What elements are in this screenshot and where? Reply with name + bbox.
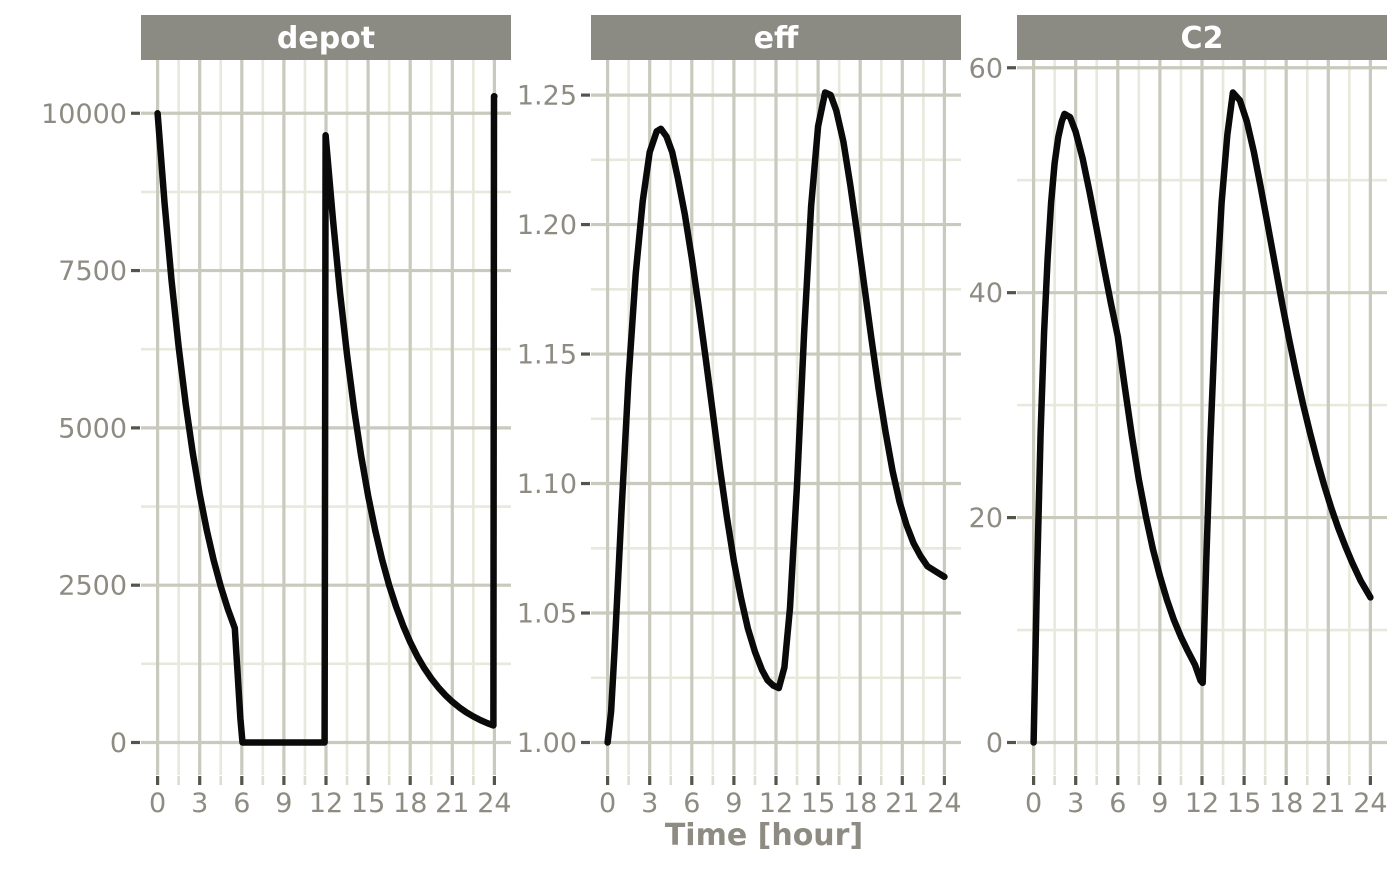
x-tick-label: 12 (309, 788, 343, 819)
x-tick-label: 6 (1109, 788, 1126, 819)
x-tick-label: 24 (927, 788, 961, 819)
facet-strips-layer: depot eff C2 (141, 15, 1387, 60)
x-tick-label: 0 (599, 788, 616, 819)
series-line-depot (154, 93, 498, 746)
x-tick-label: 0 (1025, 788, 1042, 819)
y-tick-label: 1.20 (517, 210, 577, 241)
x-tick-label: 6 (233, 788, 250, 819)
y-tick-label: 1.15 (517, 340, 577, 371)
x-tick-label: 9 (1151, 788, 1168, 819)
x-tick-label: 24 (1353, 788, 1387, 819)
series-line-eff (604, 89, 948, 746)
y-tick-label: 1.00 (517, 728, 577, 759)
series-line-C2 (1030, 89, 1374, 746)
x-tick-label: 21 (1311, 788, 1345, 819)
facet-strip (591, 15, 961, 60)
y-tick-label: 40 (969, 278, 1003, 309)
x-axis-title: Time [hour] (665, 818, 863, 853)
x-tick-label: 9 (275, 788, 292, 819)
x-tick-label: 24 (477, 788, 511, 819)
x-tick-label: 9 (725, 788, 742, 819)
x-tick-label: 18 (393, 788, 427, 819)
x-tick-label: 12 (1185, 788, 1219, 819)
x-tick-label: 3 (641, 788, 658, 819)
y-tick-label: 20 (969, 503, 1003, 534)
y-tick-label: 0 (986, 728, 1003, 759)
x-tick-label: 18 (843, 788, 877, 819)
y-tick-label: 1.25 (517, 81, 577, 112)
x-tick-label: 6 (683, 788, 700, 819)
facet-strip-label: C2 (1181, 21, 1224, 56)
y-tick-label: 7500 (58, 256, 127, 287)
y-tick-label: 1.05 (517, 599, 577, 630)
x-tick-label: 21 (435, 788, 469, 819)
y-tick-label: 1.10 (517, 469, 577, 500)
x-tick-label: 0 (149, 788, 166, 819)
facet-strip (1017, 15, 1387, 60)
y-tick-label: 60 (969, 53, 1003, 84)
series-layer (154, 89, 1374, 746)
x-tick-label: 18 (1269, 788, 1303, 819)
facet-strip (141, 15, 511, 60)
y-tick-label: 0 (110, 728, 127, 759)
x-tick-label: 15 (801, 788, 835, 819)
y-tick-label: 5000 (58, 413, 127, 444)
x-tick-label: 12 (759, 788, 793, 819)
x-tick-label: 3 (1067, 788, 1084, 819)
x-tick-label: 15 (1227, 788, 1261, 819)
y-tick-label: 2500 (58, 571, 127, 602)
x-tick-label: 15 (351, 788, 385, 819)
x-tick-label: 21 (885, 788, 919, 819)
facet-strip-label: depot (277, 21, 375, 56)
y-tick-label: 10000 (41, 99, 127, 130)
facet-strip-label: eff (754, 21, 799, 56)
x-tick-label: 3 (191, 788, 208, 819)
